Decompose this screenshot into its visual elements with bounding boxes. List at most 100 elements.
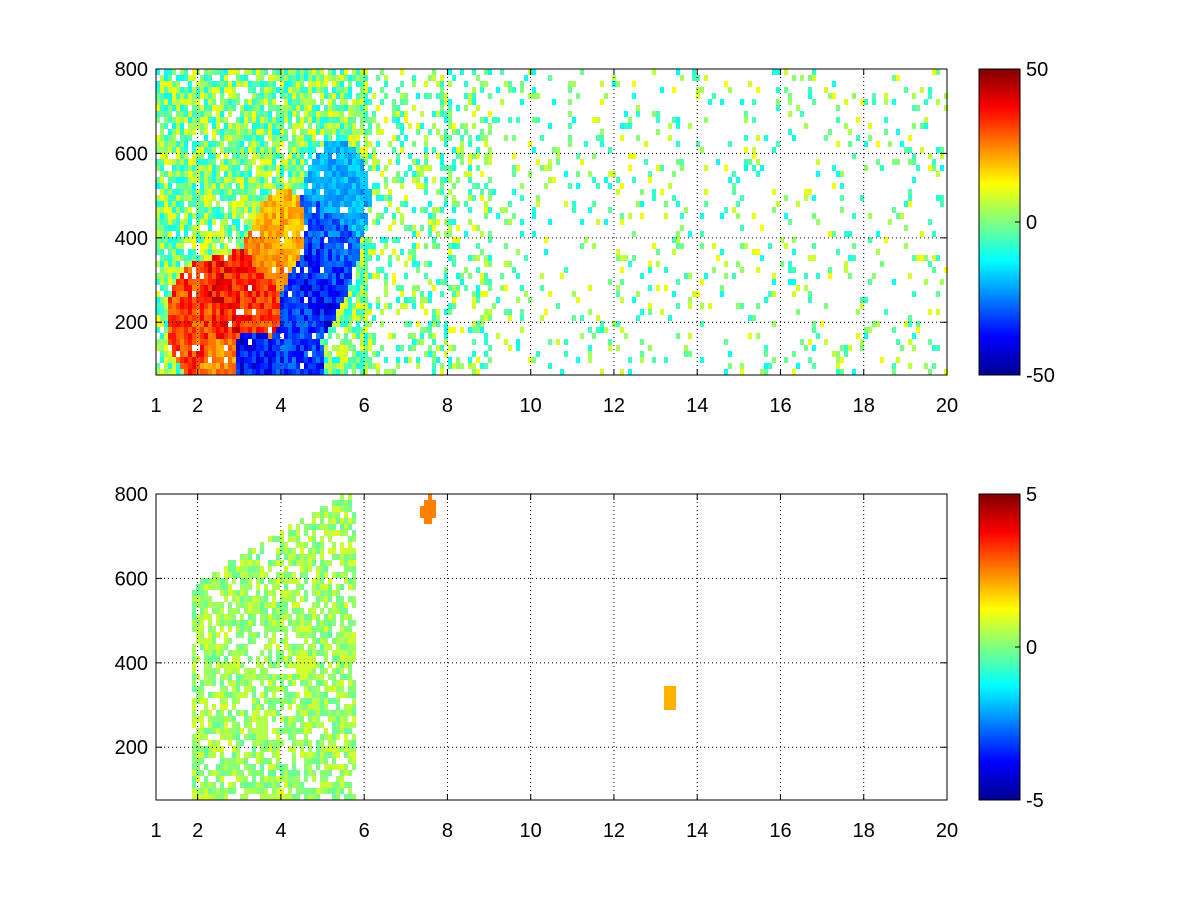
heatmap-cell xyxy=(312,794,316,800)
heatmap-cell xyxy=(224,105,228,111)
heatmap-cell xyxy=(676,231,680,237)
heatmap-cell xyxy=(180,183,184,189)
heatmap-cell xyxy=(348,536,352,542)
heatmap-cell xyxy=(284,626,288,632)
heatmap-cell xyxy=(312,327,316,333)
heatmap-cell xyxy=(200,165,204,171)
heatmap-cell xyxy=(172,195,176,201)
heatmap-cell xyxy=(684,351,688,357)
heatmap-cell xyxy=(336,704,340,710)
heatmap-cell xyxy=(256,165,260,171)
heatmap-cell xyxy=(468,99,472,105)
heatmap-cell xyxy=(172,129,176,135)
heatmap-cell xyxy=(292,698,296,704)
heatmap-cell xyxy=(368,303,372,309)
heatmap-cell xyxy=(268,171,272,177)
heatmap-cell xyxy=(260,309,264,315)
heatmap-cell xyxy=(224,117,228,123)
heatmap-cell xyxy=(272,309,276,315)
heatmap-cell xyxy=(404,117,408,123)
heatmap-cell xyxy=(240,249,244,255)
heatmap-cell xyxy=(396,171,400,177)
heatmap-cell xyxy=(364,219,368,225)
heatmap-cell xyxy=(176,99,180,105)
heatmap-cell xyxy=(224,662,228,668)
heatmap-cell xyxy=(228,111,232,117)
heatmap-cell xyxy=(340,638,344,644)
heatmap-cell xyxy=(476,105,480,111)
heatmap-cell xyxy=(396,207,400,213)
heatmap-cell xyxy=(220,698,224,704)
heatmap-cell xyxy=(220,267,224,273)
heatmap-cell xyxy=(308,111,312,117)
heatmap-cell xyxy=(228,285,232,291)
heatmap-cell xyxy=(208,177,212,183)
heatmap-cell xyxy=(216,297,220,303)
heatmap-cell xyxy=(208,327,212,333)
heatmap-cell xyxy=(288,297,292,303)
heatmap-cell xyxy=(312,548,316,554)
heatmap-cell xyxy=(468,93,472,99)
heatmap-cell xyxy=(188,189,192,195)
heatmap-cell xyxy=(348,620,352,626)
heatmap-cell xyxy=(212,680,216,686)
heatmap-cell xyxy=(396,357,400,363)
heatmap-cell xyxy=(444,99,448,105)
heatmap-cell xyxy=(304,752,308,758)
heatmap-cell xyxy=(204,614,208,620)
heatmap-cell xyxy=(200,710,204,716)
heatmap-cell xyxy=(200,716,204,722)
heatmap-cell xyxy=(448,231,452,237)
heatmap-cell xyxy=(284,716,288,722)
heatmap-cell xyxy=(248,273,252,279)
heatmap-cell xyxy=(292,81,296,87)
heatmap-cell xyxy=(160,213,164,219)
heatmap-cell xyxy=(200,746,204,752)
heatmap-cell xyxy=(168,267,172,273)
heatmap-cell xyxy=(212,189,216,195)
heatmap-cell xyxy=(252,135,256,141)
heatmap-cell xyxy=(412,225,416,231)
heatmap-cell xyxy=(360,243,364,249)
heatmap-cell xyxy=(296,111,300,117)
heatmap-cell xyxy=(452,255,456,261)
heatmap-cell xyxy=(228,165,232,171)
heatmap-cell xyxy=(356,213,360,219)
heatmap-cell xyxy=(376,165,380,171)
heatmap-cell xyxy=(180,285,184,291)
heatmap-cell xyxy=(408,255,412,261)
heatmap-cell xyxy=(324,596,328,602)
heatmap-cell xyxy=(632,255,636,261)
heatmap-cell xyxy=(180,117,184,123)
heatmap-cell xyxy=(288,782,292,788)
heatmap-cell xyxy=(620,267,624,273)
heatmap-cell xyxy=(312,273,316,279)
heatmap-cell xyxy=(312,650,316,656)
heatmap-cell xyxy=(160,105,164,111)
heatmap-cell xyxy=(336,261,340,267)
heatmap-cell xyxy=(488,159,492,165)
heatmap-cell xyxy=(336,177,340,183)
heatmap-cell xyxy=(204,351,208,357)
heatmap-cell xyxy=(260,303,264,309)
heatmap-cell xyxy=(192,680,196,686)
heatmap-cell xyxy=(184,69,188,75)
heatmap-cell xyxy=(312,602,316,608)
heatmap-cell xyxy=(312,231,316,237)
heatmap-cell xyxy=(308,662,312,668)
heatmap-cell xyxy=(912,159,916,165)
heatmap-cell xyxy=(272,69,276,75)
heatmap-cell xyxy=(412,81,416,87)
heatmap-cell xyxy=(692,69,696,75)
heatmap-cell xyxy=(336,662,340,668)
heatmap-cell xyxy=(204,776,208,782)
heatmap-cell xyxy=(304,321,308,327)
heatmap-cell xyxy=(296,69,300,75)
heatmap-cell xyxy=(396,111,400,117)
heatmap-cell xyxy=(280,596,284,602)
heatmap-cell xyxy=(264,584,268,590)
heatmap-cell xyxy=(264,225,268,231)
heatmap-cell xyxy=(384,369,388,375)
heatmap-cell xyxy=(232,219,236,225)
heatmap-cell xyxy=(164,345,168,351)
